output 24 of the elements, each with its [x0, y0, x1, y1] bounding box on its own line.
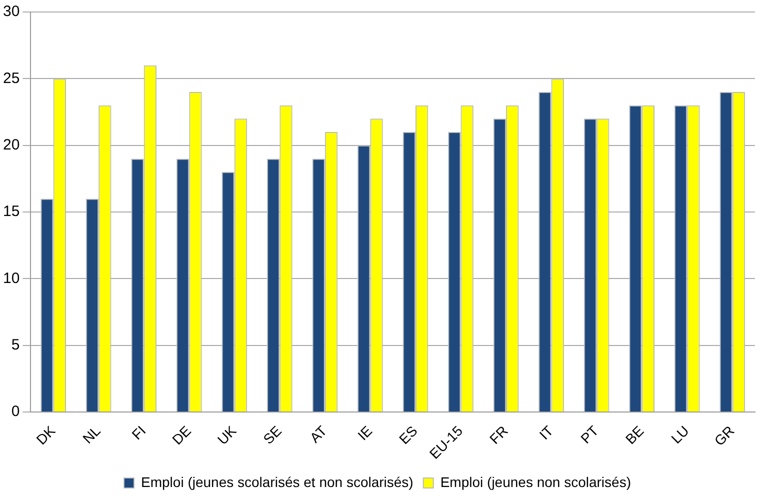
legend-label: Emploi (jeunes non scolarisés): [440, 474, 631, 490]
y-tick-label: 25: [2, 70, 20, 87]
x-tick-label: PT: [577, 422, 602, 446]
x-tick-label: BE: [622, 422, 647, 448]
x-tick-label: FI: [128, 422, 149, 443]
x-tick-label: DE: [168, 422, 194, 448]
x-tick-label: UK: [214, 422, 240, 448]
x-tick-label: SE: [260, 422, 285, 448]
x-tick-label: AT: [306, 422, 330, 446]
y-tick-label: 5: [11, 336, 20, 354]
y-tick-label: 30: [2, 3, 20, 20]
y-tick-label: 0: [11, 403, 20, 420]
x-tick-label: IT: [536, 422, 556, 443]
y-tick-label: 20: [2, 136, 20, 154]
y-tick-label: 10: [2, 270, 20, 287]
y-tick-label: 15: [2, 203, 20, 220]
x-tick-label: NL: [79, 422, 104, 447]
x-tick-label: LU: [668, 422, 692, 447]
legend-label: Emploi (jeunes scolarisés et non scolarisés): [141, 474, 414, 490]
x-tick-label: ES: [396, 422, 420, 448]
x-tick-label: DK: [33, 422, 59, 448]
x-tick-label: IE: [354, 422, 376, 444]
x-tick-label: GR: [711, 422, 738, 449]
x-tick-label: FR: [486, 422, 511, 448]
